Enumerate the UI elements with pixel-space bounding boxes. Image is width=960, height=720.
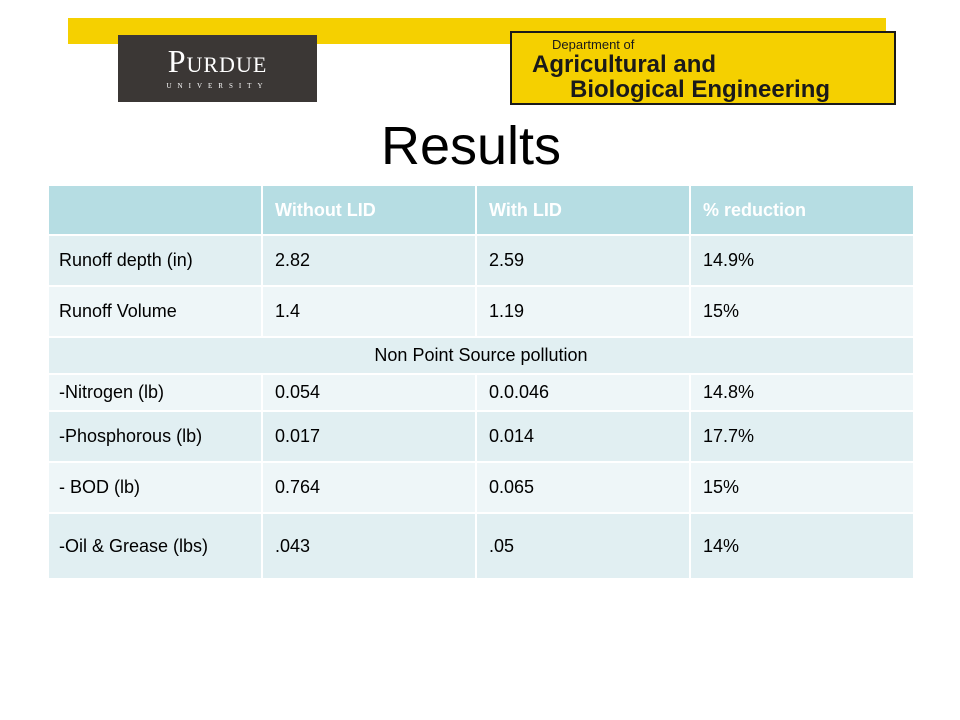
section-label: Non Point Source pollution xyxy=(49,338,913,373)
table-cell: 14.8% xyxy=(691,375,913,410)
table-cell: 14% xyxy=(691,514,913,578)
column-header: With LID xyxy=(477,186,689,234)
table-cell: 1.19 xyxy=(477,287,689,336)
abe-logo-prefix: Department of xyxy=(552,37,635,52)
abe-department-logo: Department of Agricultural and Biologica… xyxy=(510,31,896,105)
abe-logo-line1: Agricultural and xyxy=(532,51,717,78)
column-header: % reduction xyxy=(691,186,913,234)
row-label: -Oil & Grease (lbs) xyxy=(49,514,261,578)
table-row: - BOD (lb) 0.764 0.065 15% xyxy=(49,463,913,512)
row-label: Runoff depth (in) xyxy=(49,236,261,285)
table-cell: 14.9% xyxy=(691,236,913,285)
column-header xyxy=(49,186,261,234)
table-cell: 0.065 xyxy=(477,463,689,512)
table-cell: .043 xyxy=(263,514,475,578)
column-header: Without LID xyxy=(263,186,475,234)
table-row: Runoff depth (in) 2.82 2.59 14.9% xyxy=(49,236,913,285)
row-label: Runoff Volume xyxy=(49,287,261,336)
purdue-university-logo: Purdue UNIVERSITY xyxy=(118,35,317,102)
table-cell: 0.054 xyxy=(263,375,475,410)
row-label: -Nitrogen (lb) xyxy=(49,375,261,410)
row-label: -Phosphorous (lb) xyxy=(49,412,261,461)
table-cell: .05 xyxy=(477,514,689,578)
abe-logo-line2: Biological Engineering xyxy=(570,76,831,103)
table-cell: 2.82 xyxy=(263,236,475,285)
table-cell: 15% xyxy=(691,463,913,512)
purdue-logo-subtitle: UNIVERSITY xyxy=(166,82,269,90)
table-cell: 1.4 xyxy=(263,287,475,336)
row-label: - BOD (lb) xyxy=(49,463,261,512)
table-cell: 0.014 xyxy=(477,412,689,461)
slide-title: Results xyxy=(380,116,562,176)
table-row: -Phosphorous (lb) 0.017 0.014 17.7% xyxy=(49,412,913,461)
table-cell: 2.59 xyxy=(477,236,689,285)
table-cell: 0.0.046 xyxy=(477,375,689,410)
table-cell: 0.764 xyxy=(263,463,475,512)
purdue-logo-name: Purdue xyxy=(167,43,268,79)
table-cell: 17.7% xyxy=(691,412,913,461)
table-cell: 0.017 xyxy=(263,412,475,461)
table-row: -Oil & Grease (lbs) .043 .05 14% xyxy=(49,514,913,578)
table-cell: 15% xyxy=(691,287,913,336)
table-row: -Nitrogen (lb) 0.054 0.0.046 14.8% xyxy=(49,375,913,410)
results-table: Without LID With LID % reduction Runoff … xyxy=(47,184,915,580)
table-row: Runoff Volume 1.4 1.19 15% xyxy=(49,287,913,336)
table-header-row: Without LID With LID % reduction xyxy=(49,186,913,234)
section-row: Non Point Source pollution xyxy=(49,338,913,373)
